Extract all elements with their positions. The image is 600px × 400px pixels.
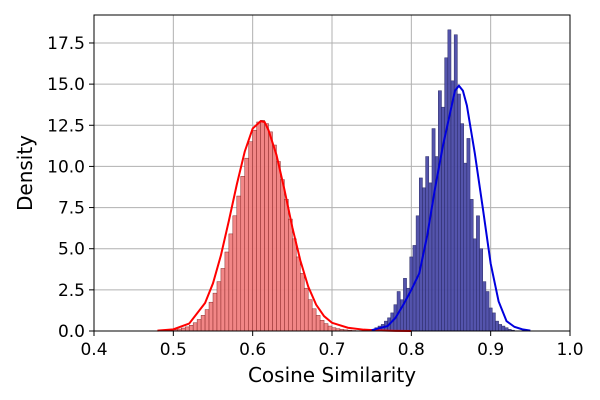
y-tick-label: 15.0 — [47, 75, 85, 95]
histogram-bar — [204, 309, 210, 332]
histogram-bar — [288, 218, 293, 332]
histogram-bar — [450, 80, 455, 332]
histogram-bar — [466, 138, 471, 332]
histogram-bar — [419, 177, 423, 332]
histogram-bar — [460, 123, 464, 332]
x-tick-label: 0.6 — [239, 340, 266, 360]
histogram-bar — [236, 195, 242, 332]
histogram-bar — [485, 291, 490, 332]
y-tick-label: 7.5 — [58, 199, 85, 219]
y-tick-label: 12.5 — [47, 116, 85, 136]
histogram-bar — [307, 299, 313, 332]
histogram-bar — [196, 319, 202, 332]
histogram-bar — [208, 301, 214, 332]
x-tick-label: 0.4 — [80, 340, 107, 360]
histogram-bar — [296, 256, 301, 332]
grid-lines — [93, 15, 571, 332]
histogram-bar — [327, 325, 333, 332]
histogram-bar — [240, 176, 245, 332]
histogram-bar — [412, 245, 417, 332]
histogram-bar — [488, 307, 493, 332]
histogram-bar — [457, 93, 461, 332]
x-axis-ticks: 0.4 0.5 0.6 0.7 0.8 0.9 1.0 — [80, 331, 584, 360]
histogram-bar — [444, 57, 449, 332]
histogram-bar — [463, 162, 468, 332]
histogram-bar — [228, 233, 234, 332]
y-tick-label: 17.5 — [47, 34, 85, 54]
histogram-bar — [264, 123, 269, 332]
histogram-bar — [495, 320, 499, 332]
x-tick-label: 0.8 — [398, 340, 425, 360]
histogram-bar — [252, 129, 257, 332]
histogram-bar — [244, 157, 249, 332]
histogram-bar — [447, 29, 452, 332]
histogram-bar — [256, 121, 261, 332]
histogram-bar — [303, 287, 309, 332]
x-tick-label: 0.7 — [318, 340, 345, 360]
histogram-bar — [272, 144, 277, 332]
y-tick-label: 0.0 — [58, 322, 85, 342]
histogram-bar — [438, 90, 442, 332]
histogram-bar — [212, 292, 218, 332]
x-tick-label: 0.9 — [477, 340, 504, 360]
y-axis-label: Density — [13, 135, 37, 211]
histogram-bar — [280, 179, 285, 332]
histogram-bar — [300, 273, 305, 332]
kde-curve — [371, 84, 531, 332]
histogram-bar — [192, 322, 198, 332]
histogram-bar — [248, 141, 253, 332]
x-axis-label: Cosine Similarity — [248, 363, 416, 387]
histogram-bar — [216, 281, 222, 332]
histogram-bars — [157, 29, 515, 332]
histogram-bar — [492, 312, 496, 332]
histogram-bar — [220, 268, 226, 332]
histogram-bar — [479, 248, 483, 332]
histogram-bar — [476, 215, 480, 332]
y-tick-label: 10.0 — [47, 157, 85, 177]
histogram-bar — [482, 281, 487, 332]
histogram-bar — [431, 128, 436, 332]
histogram-bar — [232, 215, 238, 332]
kde-curves — [157, 84, 531, 332]
histogram-bar — [200, 315, 206, 332]
x-tick-label: 0.5 — [160, 340, 187, 360]
histogram-bar — [498, 324, 503, 332]
histogram-bar — [268, 131, 273, 332]
histogram-bar — [319, 320, 325, 332]
histogram-bar — [184, 326, 190, 332]
histogram-bar — [323, 323, 329, 332]
histogram-bar — [453, 34, 458, 332]
y-tick-label: 2.5 — [58, 281, 85, 301]
histogram-bar — [188, 324, 194, 332]
histogram-bar — [284, 199, 289, 332]
kde-curve — [157, 120, 412, 332]
histogram-bar — [224, 251, 230, 332]
histogram-bar — [501, 325, 506, 332]
histogram-bar — [260, 120, 265, 332]
y-tick-label: 5.0 — [58, 240, 85, 260]
histogram-bar — [469, 199, 474, 332]
y-axis-ticks: 0.0 2.5 5.0 7.5 10.0 12.5 15.0 17.5 — [47, 34, 94, 342]
histogram-bar — [315, 315, 321, 332]
histogram-bar — [472, 238, 477, 332]
histogram-bar — [292, 238, 297, 332]
x-tick-label: 1.0 — [556, 340, 583, 360]
histogram-bar — [276, 161, 281, 332]
histogram-bar — [311, 308, 317, 332]
